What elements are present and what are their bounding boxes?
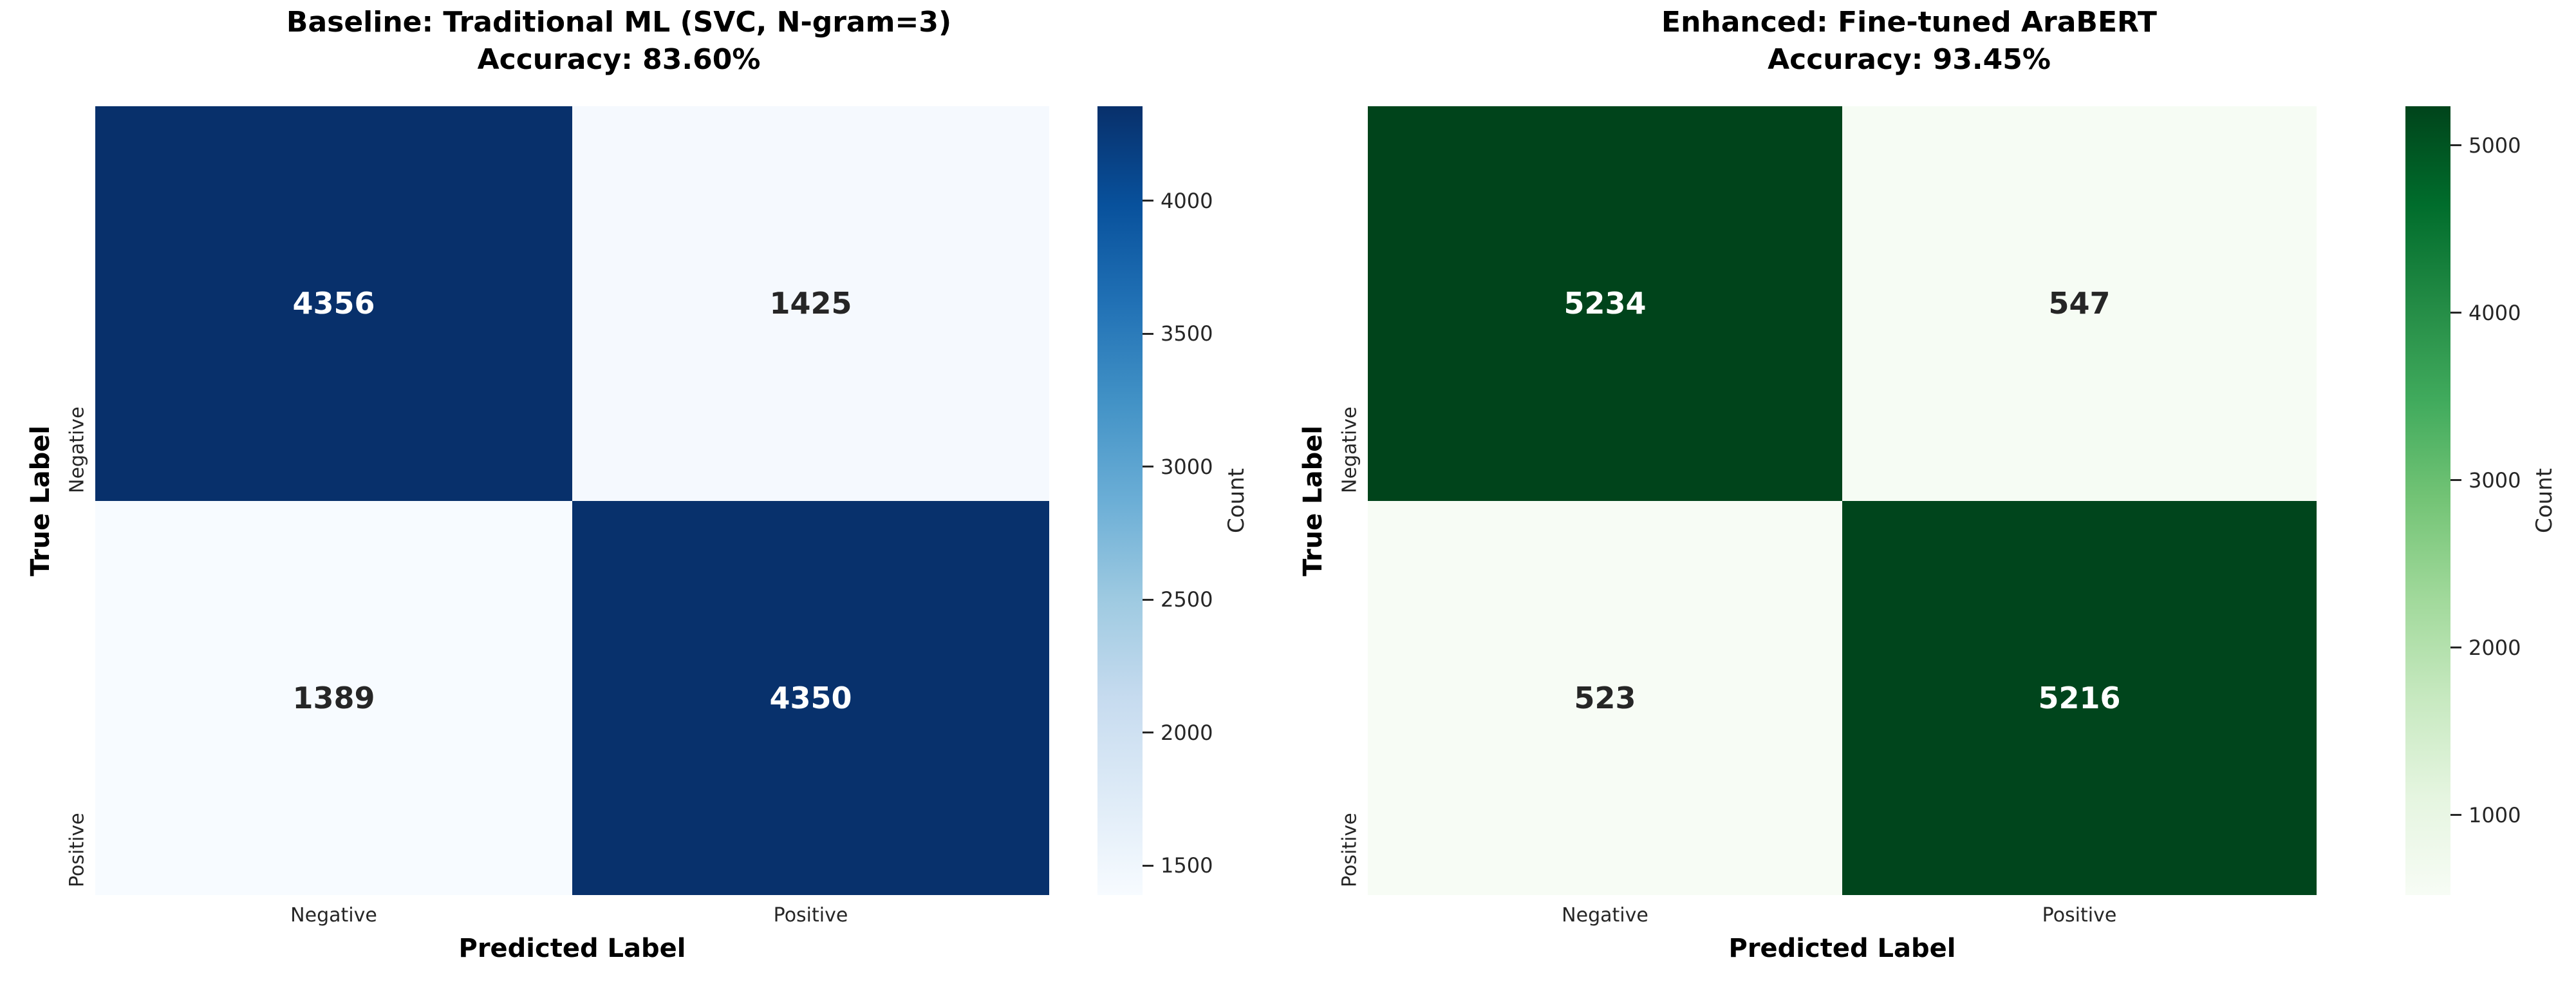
y-tick-positive: Positive xyxy=(1338,813,1361,887)
y-tick-positive: Positive xyxy=(66,813,89,887)
heatmap-grid: 4356 1425 1389 4350 xyxy=(95,106,1049,895)
x-tick-negative: Negative xyxy=(290,904,377,927)
cell-false-positive: 1425 xyxy=(572,106,1049,501)
cell-false-positive: 547 xyxy=(1842,106,2317,501)
chart-title-line1: Baseline: Traditional ML (SVC, N-gram=3) xyxy=(286,6,952,39)
x-tick-negative: Negative xyxy=(1562,904,1648,927)
cell-true-positive: 4350 xyxy=(572,500,1049,895)
cell-true-positive: 5216 xyxy=(1842,500,2317,895)
chart-accuracy-line: Accuracy: 83.60% xyxy=(477,43,761,77)
colorbar-tick-mark xyxy=(2450,479,2461,482)
cell-true-negative: 5234 xyxy=(1368,106,1842,501)
colorbar-tick-mark xyxy=(2450,814,2461,816)
colorbar-tick-label: 3000 xyxy=(1161,454,1213,479)
heatmap-grid: 5234 547 523 5216 xyxy=(1368,106,2317,895)
colorbar-tick-mark xyxy=(2450,647,2461,649)
y-tick-negative: Negative xyxy=(66,406,89,493)
cell-false-negative: 523 xyxy=(1368,500,1842,895)
colorbar-tick-mark xyxy=(1143,598,1153,601)
colorbar-tick-label: 1500 xyxy=(1161,853,1213,878)
chart-accuracy-line: Accuracy: 93.45% xyxy=(1768,43,2051,77)
colorbar-tick-mark xyxy=(1143,200,1153,202)
x-axis-label: Predicted Label xyxy=(458,934,686,963)
colorbar-tick-label: 2500 xyxy=(1161,587,1213,612)
colorbar-tick-label: 5000 xyxy=(2469,133,2521,158)
colorbar-label: Count xyxy=(1224,468,1249,533)
x-axis-label: Predicted Label xyxy=(1728,934,1956,963)
colorbar-tick-label: 4000 xyxy=(2469,300,2521,325)
colorbar-tick-label: 3000 xyxy=(2469,467,2521,493)
colorbar-tick-mark xyxy=(1143,332,1153,335)
colorbar-tick-mark xyxy=(1143,864,1153,867)
x-tick-positive: Positive xyxy=(2042,904,2117,927)
colorbar-tick-label: 4000 xyxy=(1161,188,1213,213)
y-axis-label: True Label xyxy=(26,425,55,576)
colorbar-tick-label: 2000 xyxy=(2469,635,2521,660)
colorbar-tick-mark xyxy=(2450,312,2461,314)
cell-false-negative: 1389 xyxy=(95,500,572,895)
colorbar-label: Count xyxy=(2532,468,2557,533)
cell-true-negative: 4356 xyxy=(95,106,572,501)
colorbar-tick-label: 3500 xyxy=(1161,321,1213,346)
colorbar-tick-mark xyxy=(1143,466,1153,468)
y-axis-label: True Label xyxy=(1298,425,1328,576)
chart-title-enhanced: Enhanced: Fine-tuned AraBERT Accuracy: 9… xyxy=(1368,4,2450,79)
colorbar-tick-label: 1000 xyxy=(2469,802,2521,827)
colorbar: 1000 2000 3000 4000 5000 xyxy=(2405,106,2521,895)
colorbar-tick-mark xyxy=(1143,731,1153,734)
chart-title-baseline: Baseline: Traditional ML (SVC, N-gram=3)… xyxy=(95,4,1143,79)
chart-title-line1: Enhanced: Fine-tuned AraBERT xyxy=(1661,6,2157,39)
colorbar-tick-label: 2000 xyxy=(1161,720,1213,745)
colorbar: 1500 2000 2500 3000 3500 4000 xyxy=(1097,106,1213,895)
y-tick-negative: Negative xyxy=(1338,406,1361,493)
colorbar-tick-mark xyxy=(2450,144,2461,147)
x-tick-positive: Positive xyxy=(773,904,848,927)
